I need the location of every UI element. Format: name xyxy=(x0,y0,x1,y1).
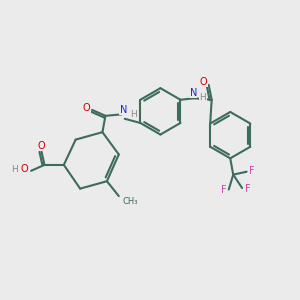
Text: F: F xyxy=(249,166,255,176)
Text: O: O xyxy=(83,103,91,113)
Text: CH₃: CH₃ xyxy=(122,197,138,206)
Text: F: F xyxy=(220,185,226,195)
Text: N: N xyxy=(120,105,127,115)
Text: H: H xyxy=(200,93,206,102)
Text: O: O xyxy=(200,77,207,87)
Text: O: O xyxy=(21,164,28,174)
Text: H: H xyxy=(11,165,18,174)
Text: N: N xyxy=(190,88,197,98)
Text: H: H xyxy=(130,110,136,119)
Text: O: O xyxy=(38,140,45,151)
Text: F: F xyxy=(245,184,250,194)
